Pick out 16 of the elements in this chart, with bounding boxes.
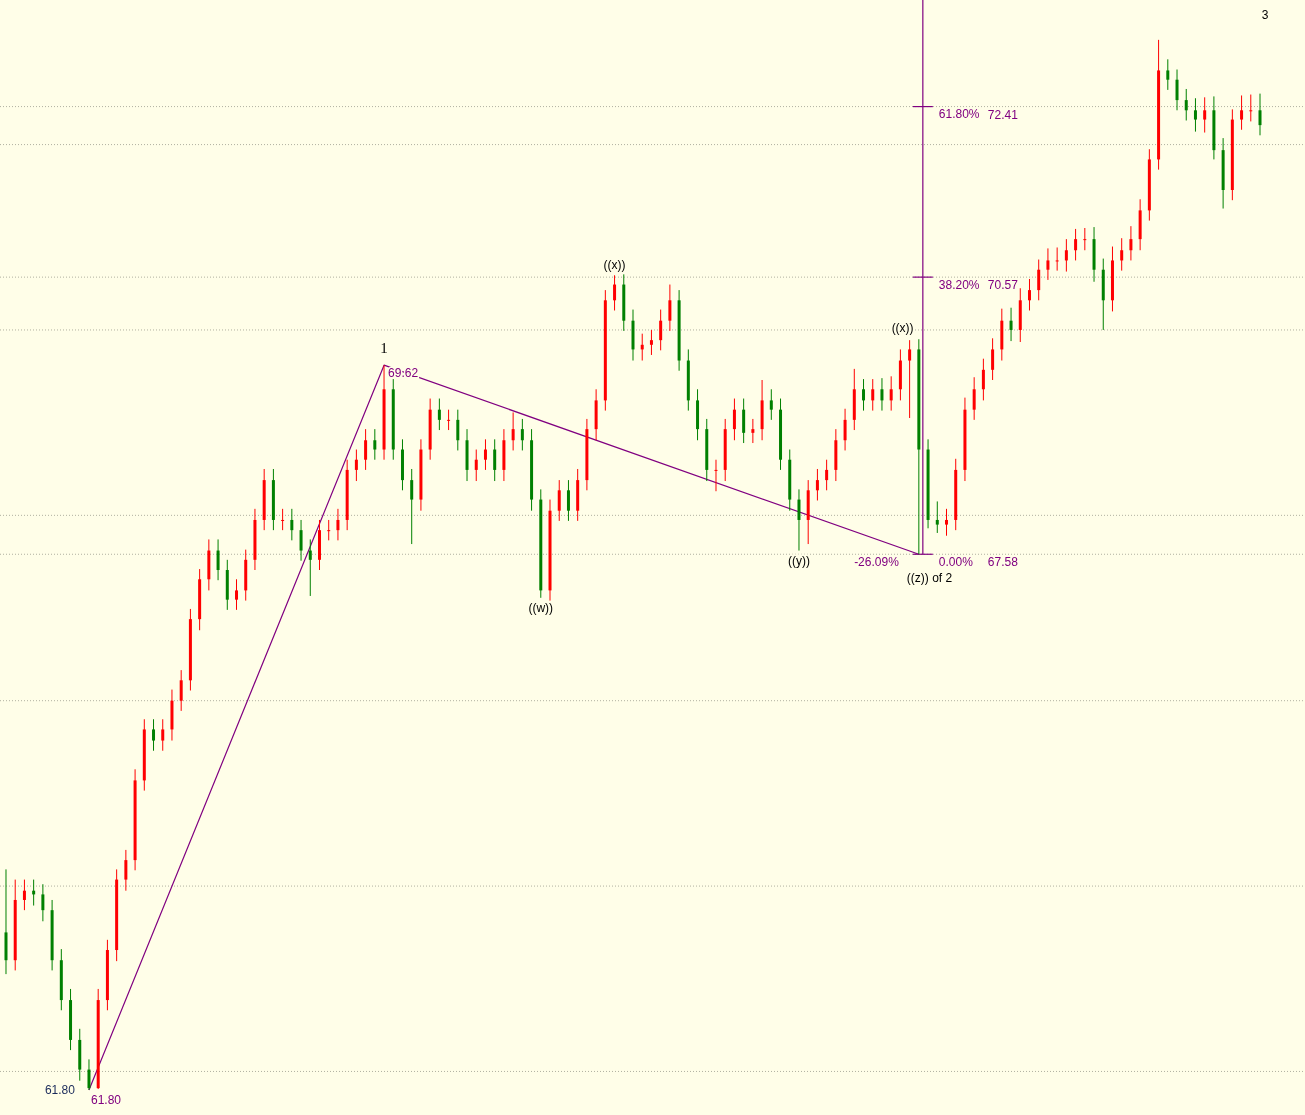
annotation: ((x)) [603, 258, 626, 273]
y-tick-label: 67.58 [987, 555, 1019, 570]
annotation: 61.80 [44, 1082, 76, 1097]
annotation: ((w)) [528, 600, 554, 615]
annotation: 61.80% [938, 107, 980, 122]
y-tick-label: 70.57 [987, 278, 1019, 293]
annotation: -26.09% [854, 555, 900, 570]
annotation: ((x)) [891, 321, 914, 336]
y-tick-label: 72.41 [987, 107, 1019, 122]
annotation: ((y)) [787, 553, 810, 568]
annotation: ((z)) of 2 [906, 571, 953, 586]
annotation: 61.80 [90, 1092, 122, 1107]
annotation: 3 [1261, 8, 1269, 22]
annotation: 38.20% [938, 278, 980, 293]
annotation: 0.00% [938, 555, 974, 570]
annotation: 1 [380, 340, 388, 357]
